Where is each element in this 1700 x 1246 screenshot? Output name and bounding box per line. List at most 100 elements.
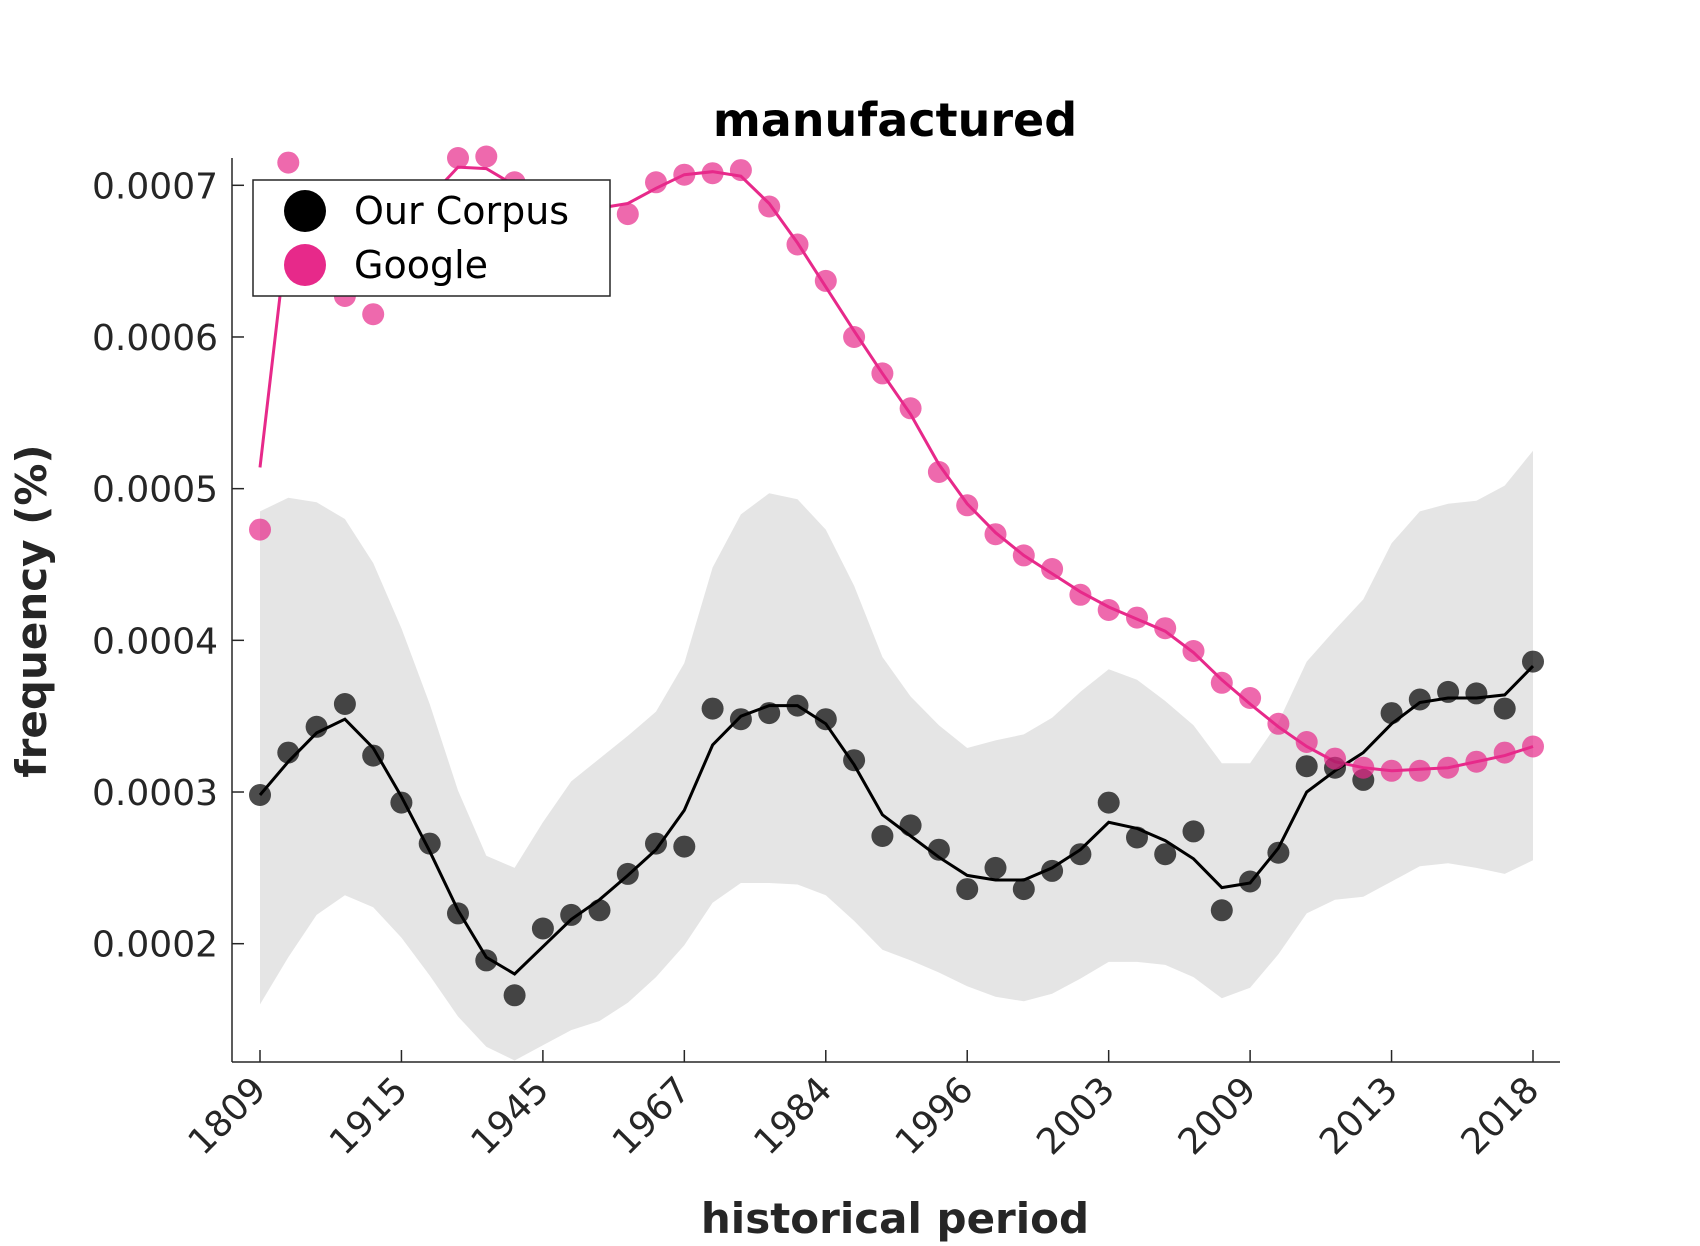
our-corpus-point — [1380, 702, 1403, 725]
our-corpus-point — [1295, 755, 1318, 778]
y-tick-label: 0.0004 — [92, 621, 218, 662]
google-point — [927, 461, 950, 483]
google-point — [645, 171, 667, 194]
google-point — [1522, 735, 1544, 758]
our-corpus-point — [1210, 899, 1233, 922]
y-tick-label: 0.0003 — [92, 773, 218, 814]
our-corpus-point — [1097, 791, 1120, 814]
our-corpus-point — [390, 791, 413, 814]
legend-label-our-corpus: Our Corpus — [354, 189, 569, 233]
our-corpus-point — [786, 694, 809, 717]
google-point — [1154, 617, 1177, 640]
google-line — [258, 165, 1534, 773]
legend-marker-google — [284, 244, 326, 286]
our-corpus-point — [984, 856, 1007, 879]
our-corpus-point — [1408, 688, 1431, 711]
google-point — [1465, 750, 1488, 773]
our-corpus-point — [1522, 650, 1544, 673]
our-corpus-point — [1493, 697, 1516, 720]
our-corpus-point — [503, 984, 526, 1007]
y-axis-title: frequency (%) — [7, 444, 56, 777]
y-tick-label: 0.0002 — [92, 925, 218, 966]
google-point — [475, 145, 498, 168]
legend-label-google: Google — [354, 243, 488, 287]
google-point — [843, 326, 866, 348]
our-corpus-point — [1267, 841, 1290, 864]
our-corpus-point — [362, 744, 385, 767]
google-point — [1069, 583, 1092, 606]
google-point — [1097, 599, 1120, 621]
our-corpus-point — [531, 917, 554, 940]
our-corpus-point — [1239, 870, 1262, 893]
google-point — [899, 397, 922, 420]
our-corpus-point — [673, 835, 696, 858]
y-tick-label: 0.0007 — [92, 166, 218, 207]
our-corpus-point — [616, 862, 639, 885]
our-corpus-point — [1182, 820, 1205, 843]
google-point — [1437, 756, 1460, 779]
our-corpus-point — [1465, 682, 1488, 705]
our-corpus-point — [475, 949, 498, 972]
legend-marker-our-corpus — [284, 190, 326, 232]
our-corpus-point — [1041, 859, 1064, 882]
our-corpus-point — [560, 903, 583, 926]
google-point — [1324, 747, 1346, 770]
google-point — [673, 163, 696, 186]
google-point — [786, 233, 809, 256]
google-point — [362, 303, 385, 326]
our-corpus-point — [1154, 843, 1177, 866]
our-corpus-point — [871, 825, 894, 847]
x-axis-title: historical period — [701, 1194, 1089, 1243]
google-point — [1239, 687, 1262, 709]
our-corpus-point — [758, 702, 781, 725]
our-corpus-point — [1437, 680, 1460, 703]
axes — [231, 158, 1560, 1063]
google-point — [871, 362, 894, 385]
our-corpus-point — [588, 899, 611, 922]
our-corpus-point — [927, 838, 950, 861]
our-corpus-line — [258, 665, 1535, 976]
google-point — [249, 518, 271, 541]
our-corpus-point — [899, 814, 922, 837]
our-corpus-point — [305, 715, 328, 738]
our-corpus-point — [1069, 843, 1092, 866]
chart-title: manufactured — [713, 93, 1077, 147]
google-point — [1012, 544, 1035, 567]
our-corpus-point — [277, 741, 300, 764]
google-point — [758, 195, 781, 218]
google-point — [1267, 712, 1290, 735]
our-corpus-point — [843, 749, 866, 772]
google-point — [1182, 640, 1205, 662]
y-tick-label: 0.0006 — [92, 318, 218, 359]
google-point — [447, 147, 469, 169]
google-point — [729, 159, 752, 182]
our-corpus-point — [418, 832, 441, 855]
our-corpus-point — [729, 708, 752, 731]
legend: Our Corpus Google — [252, 179, 611, 297]
google-point — [1295, 731, 1318, 753]
google-point — [277, 151, 300, 174]
google-point — [814, 269, 837, 292]
our-corpus-point — [1126, 826, 1148, 849]
google-point — [616, 203, 639, 226]
our-corpus-point — [645, 832, 667, 855]
our-corpus-point — [701, 697, 724, 720]
google-point — [1408, 759, 1431, 782]
our-corpus-point — [1012, 878, 1035, 901]
our-corpus-point — [814, 708, 837, 731]
google-point — [956, 494, 979, 517]
google-point — [1380, 759, 1403, 782]
google-point — [984, 523, 1007, 546]
google-point — [1126, 606, 1148, 629]
google-point — [1352, 756, 1375, 779]
our-corpus-point — [333, 693, 356, 715]
series-lines-layer — [258, 165, 1535, 976]
our-corpus-point — [249, 784, 271, 806]
google-point — [701, 162, 724, 185]
google-point — [1041, 558, 1064, 580]
google-point — [1210, 671, 1233, 694]
our-corpus-point — [447, 902, 469, 925]
y-tick-label: 0.0005 — [92, 470, 218, 511]
google-point — [1493, 741, 1516, 764]
